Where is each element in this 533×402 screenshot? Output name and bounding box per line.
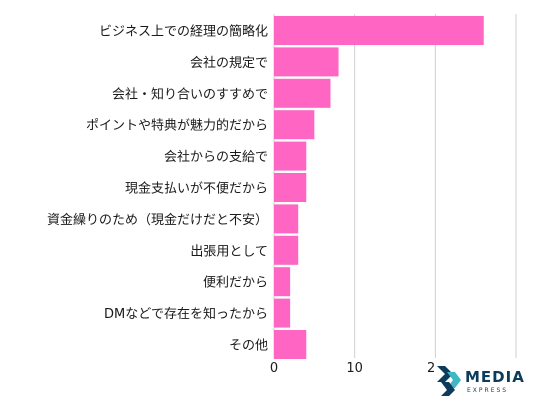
bar	[274, 110, 315, 140]
category-label: DMなどで存在を知ったから	[104, 306, 268, 322]
x-tick-label: 0	[270, 361, 278, 376]
bar	[274, 204, 299, 234]
category-label: 会社からの支給で	[164, 149, 268, 165]
category-label: 便利だから	[203, 276, 268, 291]
logo-main-text: MEDIA	[465, 368, 525, 386]
bar	[274, 235, 299, 265]
category-label: 会社・知り合いのすすめで	[112, 86, 268, 102]
category-label: 出張用として	[190, 244, 268, 259]
category-label: ポイントや特典が魅力的だから	[86, 118, 268, 134]
category-labels: ビジネス上での経理の簡略化会社の規定で会社・知り合いのすすめでポイントや特典が魅…	[47, 24, 268, 354]
logo-sub-text: EXPRESS	[467, 387, 508, 394]
category-label: 現金支払いが不便だから	[125, 181, 268, 197]
media-express-logo: MEDIA EXPRESS	[435, 358, 529, 398]
bar	[274, 47, 339, 77]
bar	[274, 141, 307, 171]
x-tick-label: 10	[346, 361, 363, 376]
category-label: 会社の規定で	[190, 55, 268, 71]
bar	[274, 267, 291, 297]
bars	[274, 16, 484, 359]
bar	[274, 78, 331, 108]
category-label: ビジネス上での経理の簡略化	[99, 24, 268, 40]
bar	[274, 173, 307, 202]
category-label: 資金繰りのため（現金だけだと不安）	[47, 212, 268, 228]
bar	[274, 16, 484, 45]
bar	[274, 330, 307, 359]
bar	[274, 298, 291, 328]
category-label: その他	[229, 339, 268, 354]
media-express-logo-icon	[437, 366, 461, 396]
